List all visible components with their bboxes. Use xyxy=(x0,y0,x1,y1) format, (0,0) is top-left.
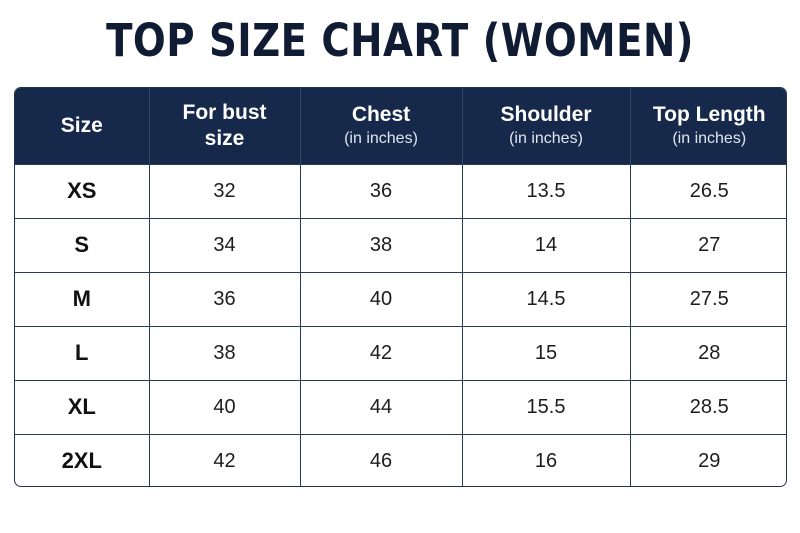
shoulder-cell: 15.5 xyxy=(461,379,630,434)
column-header-label-line2: size xyxy=(204,126,245,150)
chest-cell: 40 xyxy=(299,271,462,326)
shoulder-cell: 13.5 xyxy=(461,163,630,218)
column-header-unit: (in inches) xyxy=(344,129,418,147)
size-cell: L xyxy=(15,325,149,380)
column-header-unit: (in inches) xyxy=(509,129,583,147)
chest-cell: 46 xyxy=(299,433,462,486)
column-header-label: Shoulder xyxy=(500,102,592,126)
column-header-unit: (in inches) xyxy=(672,129,747,147)
table-row: S 34 38 14 27 xyxy=(15,217,786,272)
chest-cell: 36 xyxy=(299,163,462,218)
top-length-cell: 27.5 xyxy=(629,271,786,326)
bust-cell: 40 xyxy=(148,379,300,434)
column-header-bust: For bust size xyxy=(148,88,300,164)
shoulder-cell: 14 xyxy=(461,217,630,272)
size-cell: M xyxy=(15,271,149,326)
column-header-label: Size xyxy=(60,113,103,137)
table-row: M 36 40 14.5 27.5 xyxy=(15,271,786,326)
chest-cell: 42 xyxy=(299,325,462,380)
table-row: 2XL 42 46 16 29 xyxy=(15,433,786,486)
shoulder-cell: 16 xyxy=(461,433,630,486)
size-cell: S xyxy=(15,217,149,272)
shoulder-cell: 14.5 xyxy=(461,271,630,326)
size-cell: XS xyxy=(15,163,149,218)
top-length-cell: 28 xyxy=(629,325,786,380)
table-row: XL 40 44 15.5 28.5 xyxy=(15,379,786,434)
bust-cell: 38 xyxy=(148,325,300,380)
top-length-cell: 27 xyxy=(629,217,786,272)
chest-cell: 38 xyxy=(299,217,462,272)
table-row: XS 32 36 13.5 26.5 xyxy=(15,163,786,218)
bust-cell: 34 xyxy=(148,217,300,272)
bust-cell: 36 xyxy=(148,271,300,326)
column-header-label: Top Length xyxy=(652,102,766,126)
column-header-chest: Chest (in inches) xyxy=(299,88,462,164)
table-row: L 38 42 15 28 xyxy=(15,325,786,380)
size-cell: XL xyxy=(15,379,149,434)
table-header-row: Size For bust size Chest (in inches) Sho… xyxy=(15,88,786,164)
top-length-cell: 28.5 xyxy=(629,379,786,434)
bust-cell: 42 xyxy=(148,433,300,486)
bust-cell: 32 xyxy=(148,163,300,218)
column-header-top-length: Top Length (in inches) xyxy=(629,88,786,164)
column-header-shoulder: Shoulder (in inches) xyxy=(461,88,630,164)
column-header-label: For bust xyxy=(182,100,267,124)
size-cell: 2XL xyxy=(15,433,149,486)
column-header-size: Size xyxy=(15,88,149,164)
column-header-label: Chest xyxy=(351,102,411,126)
page-title: TOP SIZE CHART (WOMEN) xyxy=(106,14,694,67)
size-chart-table: Size For bust size Chest (in inches) Sho… xyxy=(14,87,787,487)
shoulder-cell: 15 xyxy=(461,325,630,380)
top-length-cell: 26.5 xyxy=(629,163,786,218)
chest-cell: 44 xyxy=(299,379,462,434)
top-length-cell: 29 xyxy=(629,433,786,486)
